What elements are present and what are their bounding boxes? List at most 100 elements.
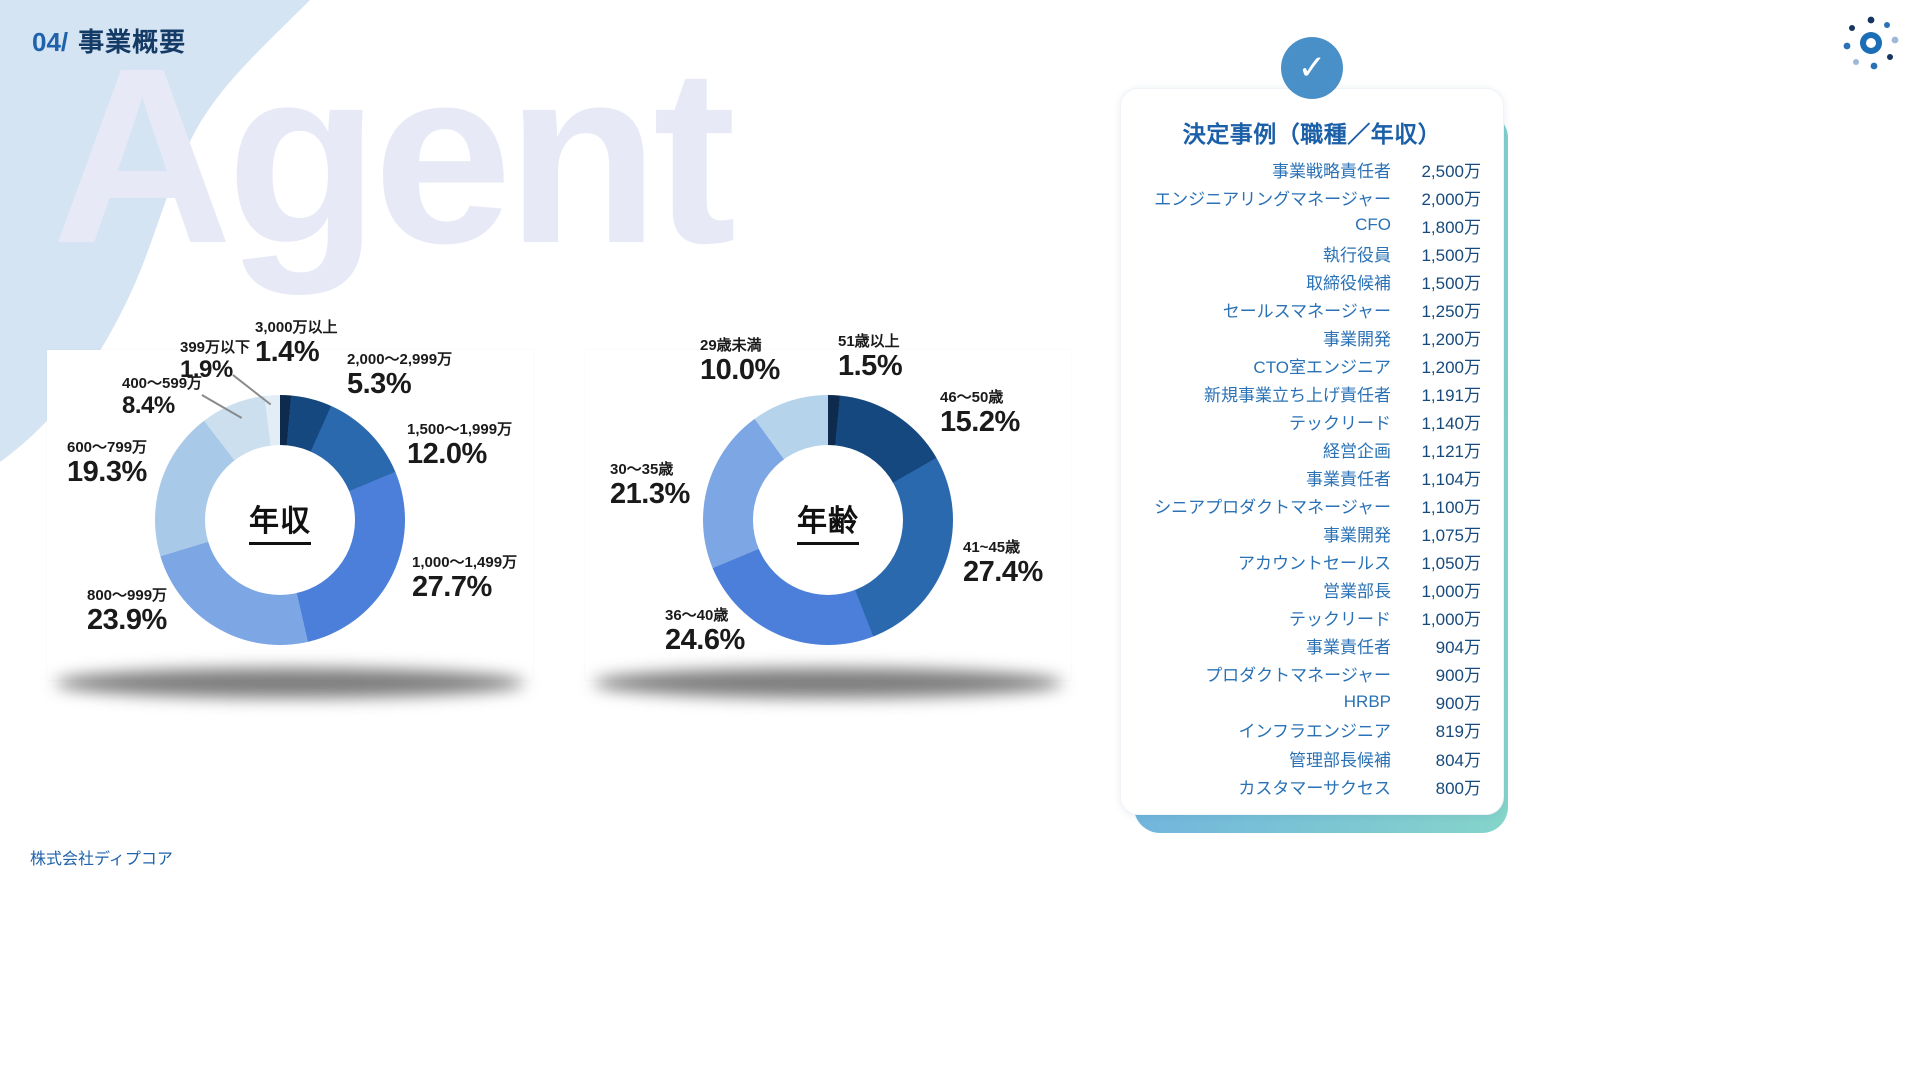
check-icon: ✓ <box>1297 49 1327 87</box>
segment-label: 400〜599万 8.4% <box>122 375 203 419</box>
case-role: CFO <box>1355 215 1391 235</box>
case-role: プロダクトマネージャー <box>1205 666 1391 686</box>
case-salary: 1,200万 <box>1421 329 1481 349</box>
company-logo-icon <box>1843 16 1899 70</box>
case-role: 新規事業立ち上げ責任者 <box>1204 385 1391 405</box>
case-salary: 1,104万 <box>1421 470 1481 490</box>
case-salary: 900万 <box>1435 694 1481 714</box>
case-salary: 1,000万 <box>1421 610 1481 630</box>
segment-label: 36〜40歳 24.6% <box>665 607 745 656</box>
case-row: セールスマネージャー 1,250万 <box>1139 295 1481 323</box>
segment-label: 800〜999万 23.9% <box>87 587 168 636</box>
case-salary: 1,000万 <box>1421 582 1481 602</box>
case-salary: 819万 <box>1435 722 1481 742</box>
case-row: 経営企画 1,121万 <box>1139 435 1481 463</box>
segment-label: 600〜799万 19.3% <box>67 439 148 488</box>
case-row: アカウントセールス 1,050万 <box>1139 548 1481 576</box>
case-role: 事業責任者 <box>1306 470 1391 490</box>
case-salary: 1,250万 <box>1421 301 1481 321</box>
section-header: 04/事業概要 <box>32 22 186 59</box>
case-row: シニアプロダクトマネージャー 1,100万 <box>1139 492 1481 520</box>
case-row: 取締役候補 1,500万 <box>1139 267 1481 295</box>
case-salary: 1,200万 <box>1421 357 1481 377</box>
segment-label: 30〜35歳 21.3% <box>610 461 690 510</box>
watermark-text: Agent <box>52 16 736 295</box>
panel-title: 決定事例（職種／年収） <box>1182 121 1442 147</box>
case-role: 取締役候補 <box>1306 273 1391 293</box>
case-row: エンジニアリングマネージャー 2,000万 <box>1139 183 1481 211</box>
case-salary: 900万 <box>1435 666 1481 686</box>
case-salary: 2,500万 <box>1421 161 1481 181</box>
case-salary: 800万 <box>1435 778 1481 798</box>
case-row: CFO 1,800万 <box>1139 211 1481 239</box>
segment-label: 1,000〜1,499万 27.7% <box>412 554 518 603</box>
case-role: アカウントセールス <box>1238 554 1391 574</box>
segment-label: 41~45歳 27.4% <box>963 539 1043 588</box>
case-role: インフラエンジニア <box>1238 722 1392 742</box>
decided-cases-panel: ✓ 決定事例（職種／年収） 事業戦略責任者 2,500万 エンジニアリングマネー… <box>1120 37 1508 833</box>
income-donut-hole: 年収 <box>205 445 355 595</box>
case-role: テックリード <box>1289 610 1391 630</box>
check-badge: ✓ <box>1281 37 1343 99</box>
case-salary: 1,075万 <box>1421 526 1481 546</box>
case-salary: 804万 <box>1435 750 1481 770</box>
case-role: CTO室エンジニア <box>1253 357 1391 377</box>
case-row: 管理部長候補 804万 <box>1139 744 1481 772</box>
case-row: 事業責任者 1,104万 <box>1139 464 1481 492</box>
segment-label: 51歳以上 1.5% <box>838 333 903 382</box>
case-row: 事業開発 1,075万 <box>1139 520 1481 548</box>
case-salary: 1,500万 <box>1421 273 1481 293</box>
case-row: テックリード 1,000万 <box>1139 604 1481 632</box>
case-role: 事業開発 <box>1323 329 1391 349</box>
case-role: 事業責任者 <box>1306 638 1391 658</box>
case-row: 新規事業立ち上げ責任者 1,191万 <box>1139 379 1481 407</box>
chart-card-age: 年齢 51歳以上 1.5% 46〜50歳 15.2% 41~45歳 27.4% … <box>585 333 1071 680</box>
case-role: 事業戦略責任者 <box>1272 161 1391 181</box>
segment-label: 46〜50歳 15.2% <box>940 389 1020 438</box>
case-role: シニアプロダクトマネージャー <box>1154 498 1391 518</box>
case-row: HRBP 900万 <box>1139 688 1481 716</box>
chart-card-income: 年収 3,000万以上 1.4% 2,000〜2,999万 5.3% 1,500… <box>47 319 533 680</box>
income-donut-chart: 年収 <box>155 395 405 645</box>
case-role: エンジニアリングマネージャー <box>1154 189 1391 209</box>
case-role: カスタマーサクセス <box>1238 778 1391 798</box>
case-row: インフラエンジニア 819万 <box>1139 716 1482 744</box>
case-role: 管理部長候補 <box>1289 750 1391 770</box>
age-donut-hole: 年齢 <box>753 445 903 595</box>
section-title: 事業概要 <box>78 27 187 57</box>
case-salary: 1,121万 <box>1421 441 1481 461</box>
segment-label: 2,000〜2,999万 5.3% <box>347 351 453 400</box>
case-salary: 1,191万 <box>1421 385 1481 405</box>
segment-label: 1,500〜1,999万 12.0% <box>407 421 513 470</box>
case-row: 事業開発 1,200万 <box>1139 323 1481 351</box>
case-row: テックリード 1,140万 <box>1139 407 1481 435</box>
segment-label: 3,000万以上 1.4% <box>255 319 338 368</box>
corner-wave-decoration <box>0 0 310 462</box>
case-row: プロダクトマネージャー 900万 <box>1139 660 1481 688</box>
case-row: 執行役員 1,500万 <box>1139 239 1481 267</box>
income-chart-title: 年収 <box>249 496 311 545</box>
case-role: セールスマネージャー <box>1222 301 1391 321</box>
case-role: 営業部長 <box>1323 582 1391 602</box>
case-salary: 1,100万 <box>1421 498 1481 518</box>
case-list: 事業戦略責任者 2,500万 エンジニアリングマネージャー 2,000万 CFO… <box>1139 155 1481 800</box>
case-salary: 2,000万 <box>1421 189 1481 209</box>
case-role: 執行役員 <box>1323 245 1391 265</box>
segment-label: 29歳未満 10.0% <box>700 337 780 386</box>
decided-cases-card: ✓ 決定事例（職種／年収） 事業戦略責任者 2,500万 エンジニアリングマネー… <box>1120 37 1504 815</box>
case-row: カスタマーサクセス 800万 <box>1139 772 1481 800</box>
age-chart-title: 年齢 <box>797 496 859 545</box>
segment-label: 399万以下 1.9% <box>180 339 251 383</box>
case-row: CTO室エンジニア 1,200万 <box>1139 351 1481 379</box>
case-row: 事業責任者 904万 <box>1139 632 1481 660</box>
footer-company-name: 株式会社ディプコア <box>30 851 173 868</box>
case-salary: 1,050万 <box>1421 554 1481 574</box>
case-role: HRBP <box>1343 691 1391 711</box>
case-salary: 904万 <box>1435 638 1481 658</box>
case-salary: 1,500万 <box>1421 245 1481 265</box>
section-number: 04/ <box>32 27 69 57</box>
case-row: 営業部長 1,000万 <box>1139 576 1481 604</box>
case-salary: 1,800万 <box>1421 217 1481 237</box>
case-role: 経営企画 <box>1323 441 1391 461</box>
